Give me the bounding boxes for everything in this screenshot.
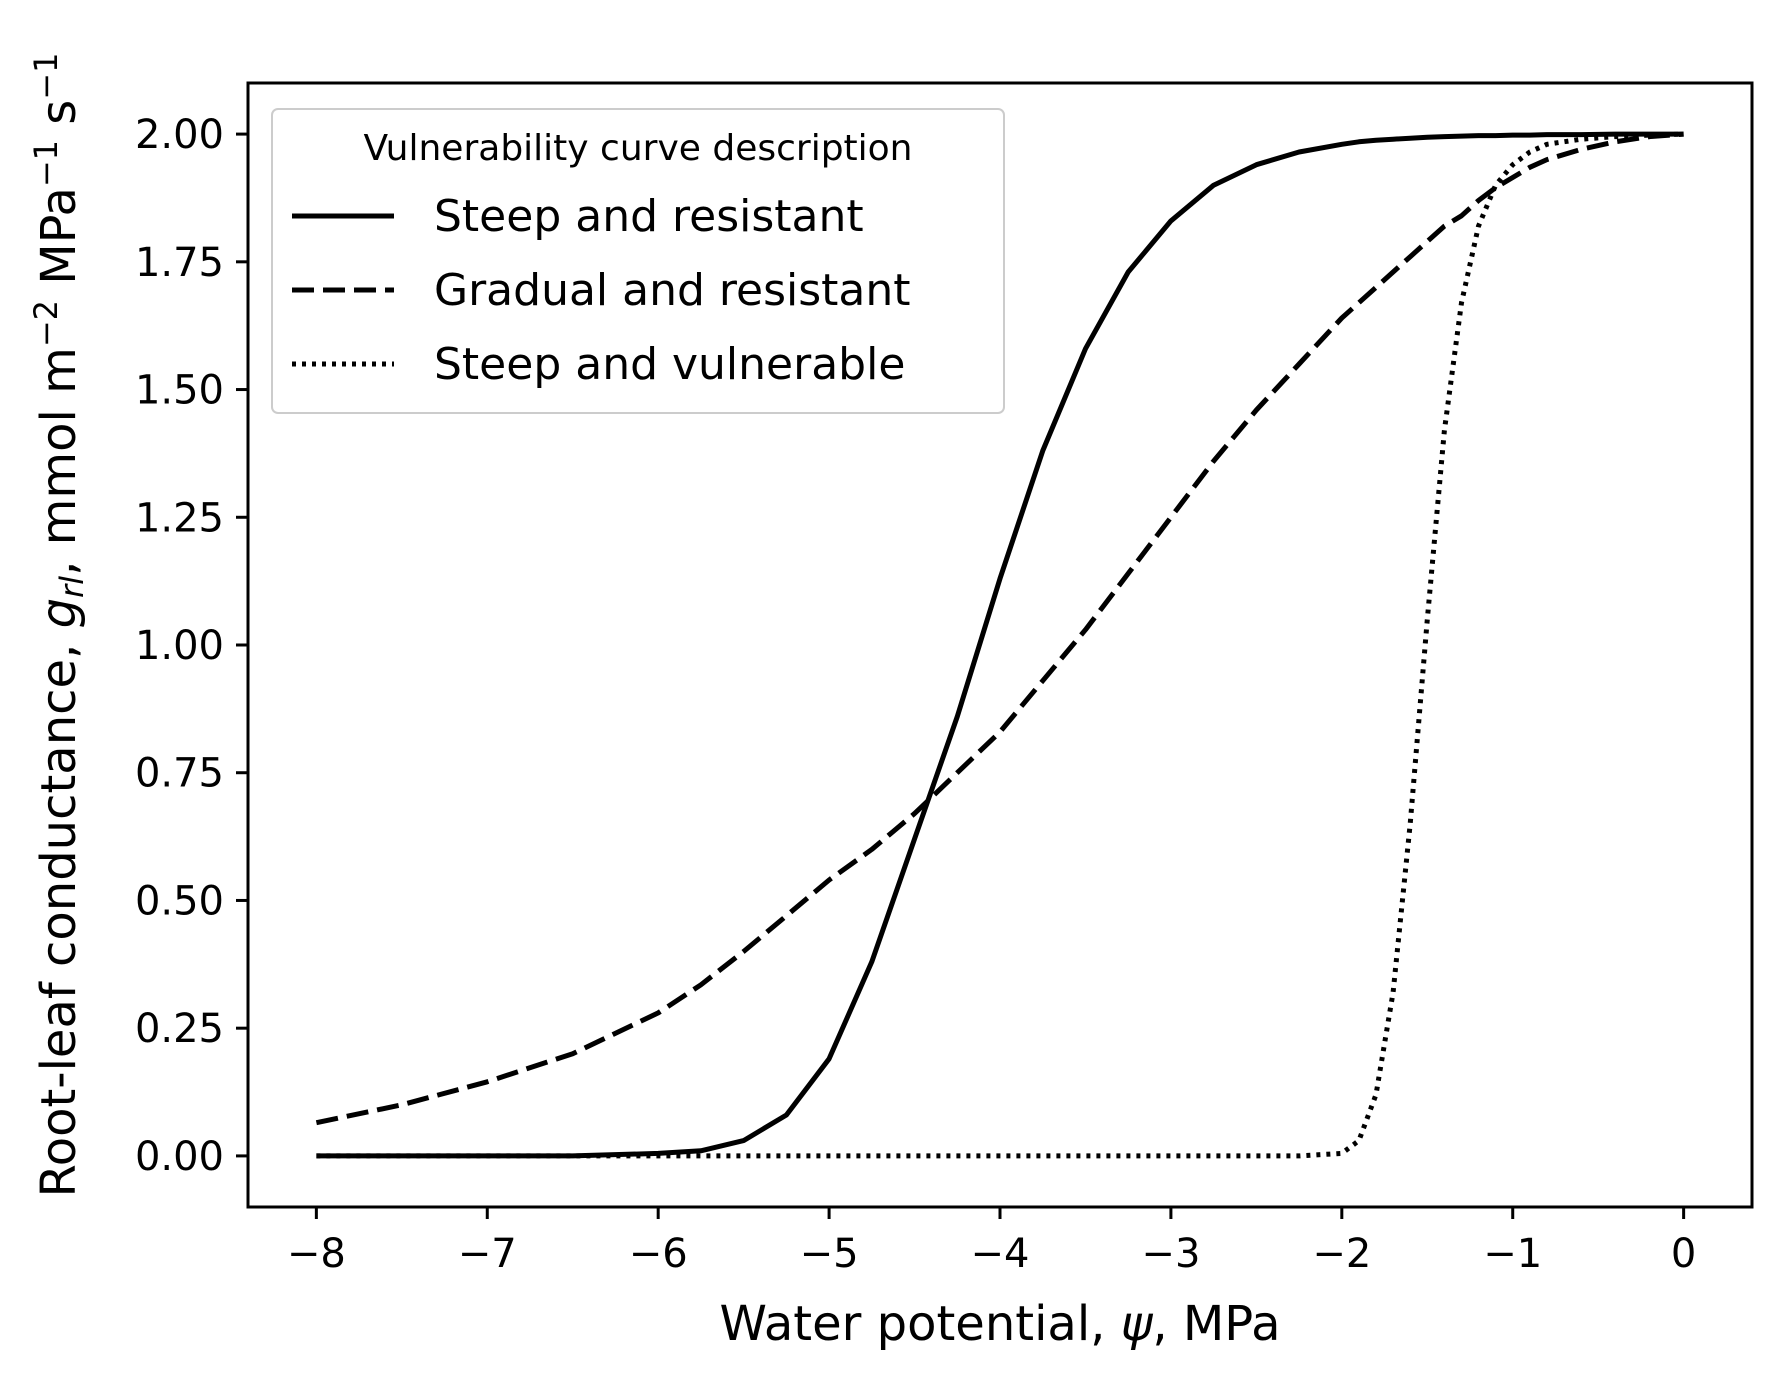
y-axis: 0.00 0.25 0.50 0.75 1.00 1.25 1.50 1.75 2.00 bbox=[135, 112, 248, 1180]
y-tick-label: 1.25 bbox=[135, 495, 224, 541]
x-axis: −8 −7 −6 −5 −4 −3 −2 −1 0 bbox=[287, 1207, 1696, 1277]
y-tick-label: 0.75 bbox=[135, 751, 224, 797]
y-tick-label: 0.00 bbox=[135, 1134, 224, 1180]
y-tick-label: 1.75 bbox=[135, 240, 224, 286]
legend-label: Steep and resistant bbox=[434, 191, 864, 242]
x-tick-label: −6 bbox=[629, 1231, 688, 1277]
y-tick-label: 1.50 bbox=[135, 368, 224, 414]
y-tick-label: 0.50 bbox=[135, 878, 224, 924]
y-axis-title-exponent-3: −1 bbox=[27, 53, 65, 100]
legend-title: Vulnerability curve description bbox=[363, 128, 912, 169]
legend-entries: Steep and resistant Gradual and resistant… bbox=[292, 191, 911, 390]
legend-label: Steep and vulnerable bbox=[434, 339, 905, 390]
legend: Vulnerability curve description Steep an… bbox=[271, 108, 1005, 414]
x-tick-label: −4 bbox=[971, 1231, 1030, 1277]
x-axis-title-suffix: , MPa bbox=[1152, 1296, 1280, 1352]
x-tick-label: 0 bbox=[1671, 1231, 1696, 1277]
y-axis-title-symbol: g bbox=[31, 598, 87, 628]
series-lines bbox=[315, 131, 1684, 1159]
y-axis-title-unit-1: , mmol m bbox=[31, 347, 87, 576]
x-tick-label: −5 bbox=[800, 1231, 859, 1277]
y-axis-title-unit-2: MPa bbox=[31, 187, 87, 300]
y-axis-title-unit-3: s bbox=[31, 100, 87, 140]
x-axis-title: Water potential, ψ, MPa bbox=[720, 1296, 1281, 1352]
y-axis-title-prefix: Root-leaf conductance, bbox=[31, 628, 87, 1197]
y-tick-label: 1.00 bbox=[135, 623, 224, 669]
y-axis-title: Root-leaf conductance, grl, mmol m−2 MPa… bbox=[27, 53, 91, 1198]
x-axis-title-prefix: Water potential, bbox=[720, 1296, 1121, 1352]
x-tick-label: −2 bbox=[1312, 1231, 1371, 1277]
y-axis-title-exponent-2: −1 bbox=[27, 140, 65, 187]
x-tick-label: −1 bbox=[1483, 1231, 1542, 1277]
y-tick-label: 2.00 bbox=[135, 112, 224, 158]
x-axis-title-symbol: ψ bbox=[1121, 1296, 1154, 1352]
y-axis-title-subscript: rl bbox=[53, 576, 91, 598]
series-line-3 bbox=[316, 131, 1684, 1159]
x-tick-label: −3 bbox=[1141, 1231, 1200, 1277]
y-tick-label: 0.25 bbox=[135, 1006, 224, 1052]
series-line-1 bbox=[316, 131, 1684, 1159]
legend-label: Gradual and resistant bbox=[434, 265, 911, 316]
y-axis-title-exponent-1: −2 bbox=[27, 300, 65, 347]
series-line-2 bbox=[315, 131, 1684, 1126]
x-tick-label: −8 bbox=[287, 1231, 346, 1277]
x-tick-label: −7 bbox=[458, 1231, 517, 1277]
legend-box bbox=[271, 108, 1005, 414]
